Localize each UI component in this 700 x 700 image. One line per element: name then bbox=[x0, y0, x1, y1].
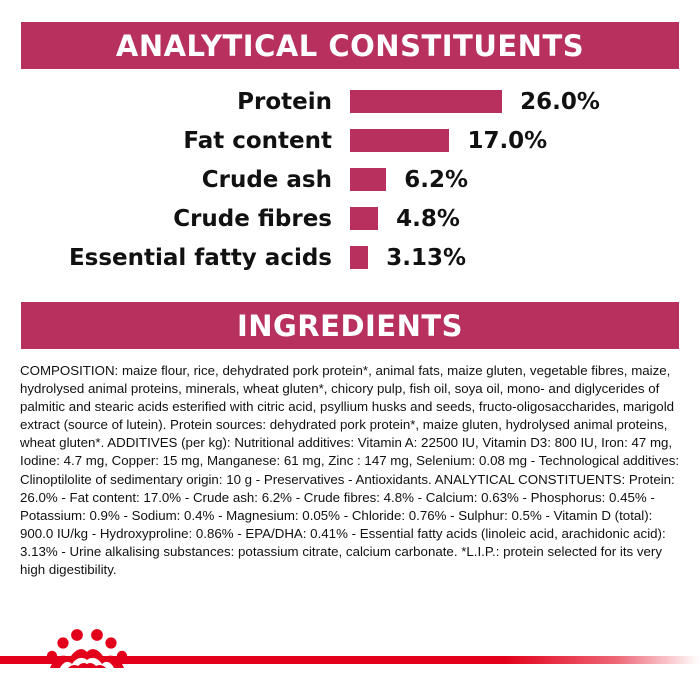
analytical-constituents-chart: Protein 26.0% Fat content 17.0% Crude ash 6.2… bbox=[0, 0, 700, 300]
constituent-bar bbox=[350, 246, 369, 269]
ingredients-banner: INGREDIENTS bbox=[21, 302, 679, 349]
constituent-bar bbox=[350, 168, 387, 191]
constituent-label: Essential fatty acids bbox=[68, 245, 332, 271]
analytical-constituents-title: ANALYTICAL CONSTITUENTS bbox=[115, 28, 585, 63]
constituent-row: Crude ash 6.2% bbox=[0, 161, 700, 199]
constituent-label: Crude fibres bbox=[173, 206, 332, 232]
constituent-value: 3.13% bbox=[386, 245, 467, 271]
constituent-row: Fat content 17.0% bbox=[0, 122, 700, 160]
constituent-row: Crude fibres 4.8% bbox=[0, 200, 700, 238]
constituent-row: Essential fatty acids 3.13% bbox=[0, 239, 700, 277]
constituent-value: 4.8% bbox=[396, 206, 460, 232]
constituent-row: Protein 26.0% bbox=[0, 83, 700, 121]
analytical-constituents-banner: ANALYTICAL CONSTITUENTS bbox=[21, 22, 679, 69]
constituent-value: 26.0% bbox=[520, 89, 600, 115]
constituent-value: 6.2% bbox=[404, 167, 469, 193]
constituent-bar bbox=[350, 129, 450, 152]
constituent-value: 17.0% bbox=[467, 128, 548, 154]
ingredients-title: INGREDIENTS bbox=[236, 308, 464, 343]
constituent-bar bbox=[350, 90, 503, 113]
constituent-label: Crude ash bbox=[201, 167, 332, 193]
constituent-label: Protein bbox=[237, 89, 332, 115]
footer-red-line bbox=[0, 656, 700, 664]
royal-canin-crown-icon bbox=[46, 629, 128, 668]
composition-text: COMPOSITION: maize flour, rice, dehydrat… bbox=[20, 363, 680, 578]
constituent-bar bbox=[350, 207, 379, 230]
constituent-label: Fat content bbox=[183, 128, 332, 154]
